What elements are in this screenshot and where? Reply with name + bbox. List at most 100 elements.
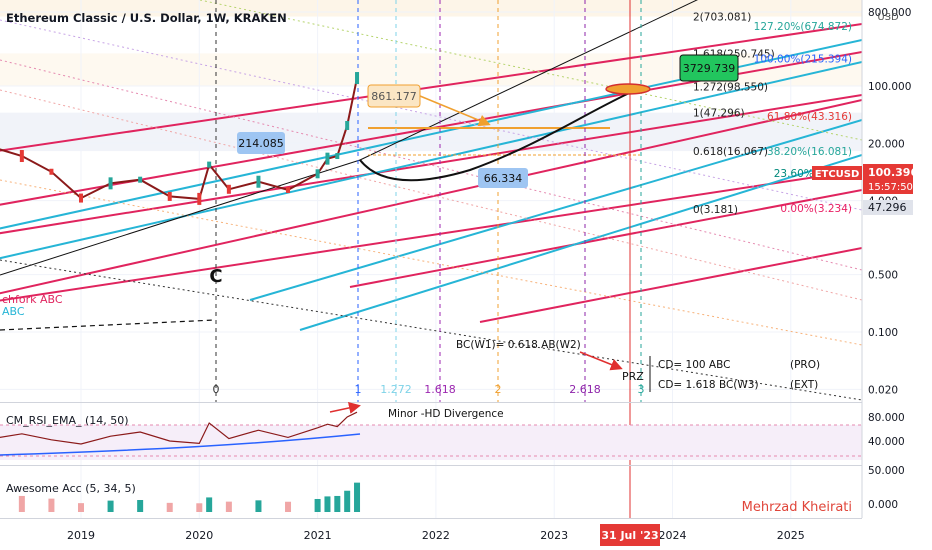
fib-ext-label: 0.618(16.067) <box>693 146 768 158</box>
pitchfork-label: chfork <box>2 293 37 306</box>
ao-bar <box>18 495 25 512</box>
trend-line <box>0 159 361 276</box>
pitchfork-line <box>349 189 862 288</box>
rsi-indicator-label[interactable]: CM_RSI_EMA_ (14, 50) <box>6 414 129 427</box>
ao-indicator-label[interactable]: Awesome Acc (5, 34, 5) <box>6 482 136 495</box>
channel-line <box>299 154 862 331</box>
time-fib-label: 2 <box>495 383 502 396</box>
price-candle[interactable] <box>345 120 350 130</box>
ao-bar <box>324 496 331 512</box>
ao-bar <box>255 500 262 512</box>
ao-bar <box>344 490 351 512</box>
prz-label: PRZ <box>622 370 644 383</box>
pitchfork-line <box>0 169 862 302</box>
channel-line <box>249 119 862 301</box>
cd-ext-label: CD= 1.618 BC(W3) <box>658 379 759 391</box>
time-tick-label: 2021 <box>304 529 332 542</box>
current-price: 100.396 <box>868 166 918 179</box>
rsi-band <box>0 425 862 460</box>
time-fib-label: 1.618 <box>424 383 456 396</box>
time-fib-label: 3 <box>638 383 645 396</box>
cd-pro-label: CD= 100 ABC <box>658 359 730 371</box>
price-tick-label: 0.020 <box>868 384 898 396</box>
price-candle[interactable] <box>286 186 291 193</box>
high-price-box[interactable] <box>237 132 285 154</box>
time-fib-label: 1 <box>355 383 362 396</box>
time-tick-label: 2019 <box>67 529 95 542</box>
fib-ext-label: 2(703.081) <box>693 12 751 24</box>
projection-price-label: 861.177 <box>371 90 417 103</box>
time-axis-bg <box>0 519 932 550</box>
price-candle[interactable] <box>197 192 202 205</box>
low-price-label: 66.334 <box>484 172 523 185</box>
time-tick-label: 2023 <box>540 529 568 542</box>
ao-bar <box>206 497 213 512</box>
divergence-arrow <box>329 402 361 414</box>
time-fib-label: 1.272 <box>380 383 412 396</box>
price-tick-label: 0.100 <box>868 327 898 339</box>
price-candle[interactable] <box>79 193 83 203</box>
currency-label: USD <box>877 12 899 23</box>
fib-ext-label: 1(47.296) <box>693 108 745 120</box>
cd-pro-tag: (PRO) <box>790 359 820 371</box>
time-highlight-bg[interactable] <box>600 524 660 546</box>
price-candle[interactable] <box>108 177 113 190</box>
ao-bar <box>137 499 144 512</box>
target-price-box[interactable] <box>679 54 739 82</box>
price-candle[interactable] <box>335 153 340 160</box>
ao-bar <box>166 502 173 512</box>
fib-ext-label: 1.272(98.550) <box>693 82 768 94</box>
countdown-timer: 15:57:50 <box>868 182 913 193</box>
fib-ret-label: 38.20%(16.081) <box>767 146 852 158</box>
price-candle[interactable] <box>19 150 24 163</box>
fan-line <box>0 179 862 346</box>
price-candle[interactable] <box>226 184 231 194</box>
pivot-c-label: C <box>209 266 222 287</box>
channel-line <box>0 61 862 260</box>
pitchfork-line <box>0 94 862 235</box>
ref-price-tag-bg <box>863 200 913 215</box>
price-candle[interactable] <box>325 152 330 165</box>
ref-price: 47.296 <box>868 201 907 214</box>
author-watermark: Mehrzad Kheirati <box>742 500 852 515</box>
bc-note: BC(W1)= 0.618 AB(W2) <box>456 339 581 351</box>
bc-arrow <box>579 351 623 371</box>
price-candle[interactable] <box>138 176 143 183</box>
price-candle[interactable] <box>315 169 320 179</box>
rsi-line <box>0 411 358 445</box>
price-tick-label: 20.000 <box>868 138 905 150</box>
fib-ret-label: 0.00%(3.234) <box>780 203 852 215</box>
price-candle[interactable] <box>256 175 261 188</box>
time-tick-label: 2022 <box>422 529 450 542</box>
ao-bar <box>48 498 55 512</box>
time-fib-label: 2.618 <box>569 383 601 396</box>
chart-title: Ethereum Classic / U.S. Dollar, 1W, KRAK… <box>6 11 287 25</box>
pitchfork-line <box>0 99 862 295</box>
high-price-label: 214.085 <box>238 137 284 150</box>
fib-ret-label: 100.00%(215.394) <box>754 54 852 66</box>
ao-bar <box>225 501 232 512</box>
ao-bar <box>334 495 341 512</box>
price-axis-bg <box>862 0 932 550</box>
target-price-label: 3729.739 <box>683 62 736 75</box>
ao-bar <box>78 503 84 512</box>
price-candle[interactable] <box>355 72 360 85</box>
price-tick-label: 0.500 <box>868 270 898 282</box>
projection-curve <box>359 87 641 182</box>
ao-bar <box>196 503 203 512</box>
price-candle[interactable] <box>49 168 54 175</box>
current-price-tag-bg[interactable] <box>863 164 913 194</box>
prz-ellipse <box>605 83 651 95</box>
time-highlight: 31 Jul '23 <box>601 529 658 542</box>
low-price-box[interactable] <box>478 168 528 188</box>
fib-ext-label: 0(3.181) <box>693 204 738 216</box>
price-candle[interactable] <box>167 191 172 201</box>
time-tick-label: 2020 <box>185 529 213 542</box>
pitchfork-abc-label: ABC <box>40 293 63 306</box>
time-tick-label: 2024 <box>659 529 687 542</box>
price-candle[interactable] <box>207 161 212 168</box>
fib-ret-label: 127.20%(674.872) <box>754 21 852 33</box>
pitchfork-line <box>479 247 862 323</box>
